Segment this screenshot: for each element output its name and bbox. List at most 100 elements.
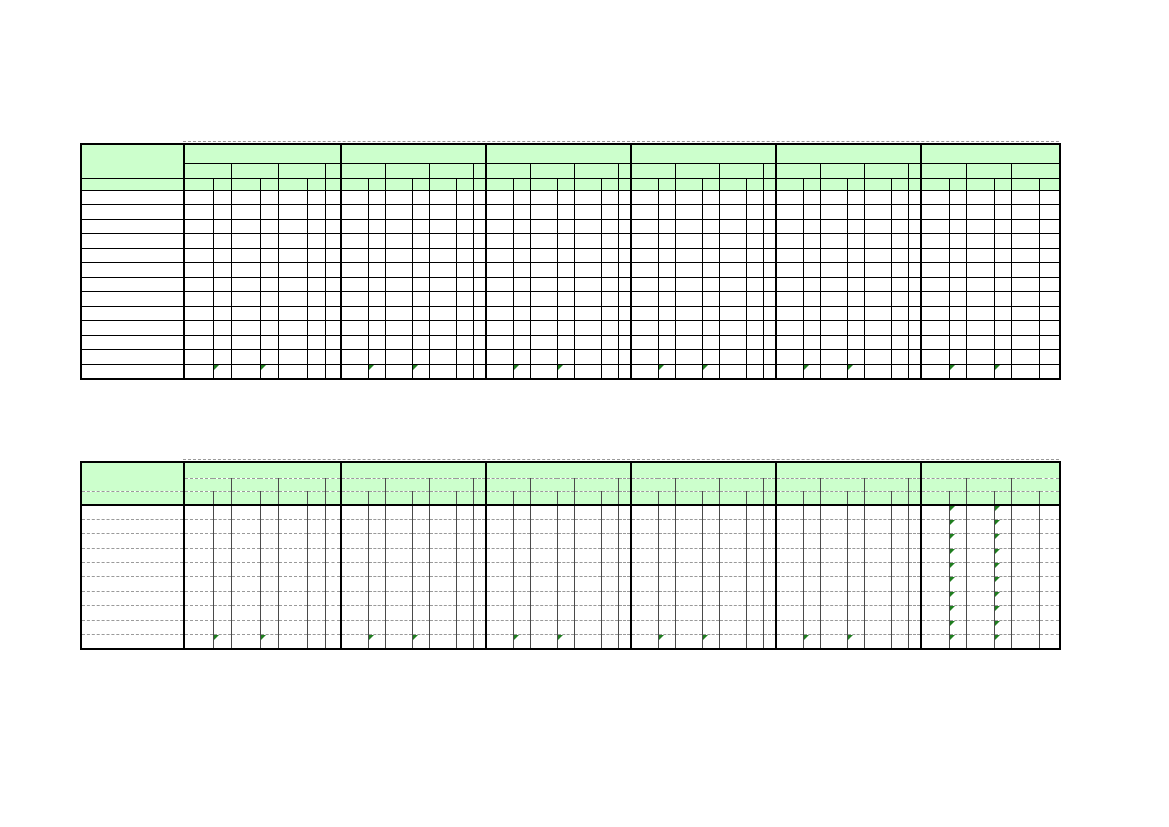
body-cell[interactable] — [556, 276, 575, 292]
body-cell[interactable] — [617, 590, 632, 607]
body-cell[interactable] — [1010, 276, 1040, 292]
body-cell[interactable] — [819, 533, 848, 549]
column-header-cell[interactable] — [965, 177, 995, 191]
body-cell[interactable] — [775, 204, 804, 220]
body-cell[interactable] — [512, 533, 531, 549]
body-cell[interactable] — [745, 334, 764, 350]
body-cell[interactable] — [965, 634, 995, 650]
body-cell[interactable] — [428, 334, 457, 350]
body-cell[interactable] — [529, 233, 558, 249]
body-cell[interactable] — [920, 504, 950, 520]
body-cell[interactable] — [259, 605, 279, 621]
body-cell[interactable] — [324, 334, 342, 350]
body-cell[interactable] — [600, 605, 619, 621]
body-cell[interactable] — [556, 518, 575, 535]
body-cell[interactable] — [762, 233, 777, 249]
body-cell[interactable] — [745, 204, 764, 220]
body-cell[interactable] — [1010, 349, 1040, 365]
column-header-cell[interactable] — [718, 490, 747, 506]
body-cell[interactable] — [993, 334, 1012, 350]
body-cell[interactable] — [863, 189, 892, 205]
body-cell[interactable] — [411, 619, 430, 636]
row-label-cell[interactable] — [80, 233, 185, 249]
body-cell[interactable] — [819, 518, 848, 535]
body-cell[interactable] — [948, 218, 967, 234]
body-cell[interactable] — [306, 291, 326, 307]
body-cell[interactable] — [259, 562, 279, 578]
row-label-cell[interactable] — [80, 363, 185, 379]
body-cell[interactable] — [230, 218, 261, 234]
row-label-cell[interactable] — [80, 291, 185, 307]
body-cell[interactable] — [324, 363, 342, 379]
body-cell[interactable] — [846, 547, 865, 564]
body-cell[interactable] — [556, 204, 575, 220]
body-cell[interactable] — [428, 204, 457, 220]
body-cell[interactable] — [993, 562, 1012, 578]
body-cell[interactable] — [965, 518, 995, 535]
body-cell[interactable] — [965, 262, 995, 278]
column-header-cell[interactable] — [485, 490, 514, 506]
group-total-header-cell[interactable] — [472, 162, 487, 179]
body-cell[interactable] — [340, 204, 369, 220]
column-header-cell[interactable] — [485, 177, 514, 191]
body-cell[interactable] — [212, 518, 232, 535]
body-cell[interactable] — [230, 634, 261, 650]
body-cell[interactable] — [718, 634, 747, 650]
body-cell[interactable] — [472, 590, 487, 607]
subgroup-header-cell[interactable] — [384, 162, 430, 179]
row-label-cell[interactable] — [80, 262, 185, 278]
body-cell[interactable] — [965, 189, 995, 205]
body-cell[interactable] — [674, 204, 703, 220]
body-cell[interactable] — [259, 320, 279, 336]
body-cell[interactable] — [367, 590, 386, 607]
body-cell[interactable] — [428, 262, 457, 278]
body-cell[interactable] — [212, 276, 232, 292]
body-cell[interactable] — [212, 547, 232, 564]
subgroup-header-cell[interactable] — [674, 477, 720, 492]
body-cell[interactable] — [701, 518, 720, 535]
body-cell[interactable] — [718, 518, 747, 535]
body-cell[interactable] — [657, 218, 676, 234]
body-cell[interactable] — [907, 533, 922, 549]
column-header-cell[interactable] — [657, 490, 676, 506]
body-cell[interactable] — [863, 233, 892, 249]
body-cell[interactable] — [617, 533, 632, 549]
body-cell[interactable] — [472, 562, 487, 578]
body-cell[interactable] — [890, 349, 909, 365]
body-cell[interactable] — [846, 619, 865, 636]
body-cell[interactable] — [630, 204, 659, 220]
body-cell[interactable] — [819, 619, 848, 636]
body-cell[interactable] — [512, 576, 531, 592]
body-cell[interactable] — [617, 576, 632, 592]
body-cell[interactable] — [846, 291, 865, 307]
subgroup-header-cell[interactable] — [965, 162, 1012, 179]
body-cell[interactable] — [512, 619, 531, 636]
body-cell[interactable] — [183, 363, 214, 379]
body-cell[interactable] — [674, 619, 703, 636]
body-cell[interactable] — [718, 363, 747, 379]
body-cell[interactable] — [762, 334, 777, 350]
body-cell[interactable] — [306, 247, 326, 263]
body-cell[interactable] — [1038, 349, 1061, 365]
body-cell[interactable] — [701, 363, 720, 379]
body-cell[interactable] — [745, 291, 764, 307]
body-cell[interactable] — [775, 634, 804, 650]
body-cell[interactable] — [1038, 504, 1061, 520]
body-cell[interactable] — [183, 262, 214, 278]
body-cell[interactable] — [600, 218, 619, 234]
body-cell[interactable] — [920, 262, 950, 278]
group-total-header-cell[interactable] — [762, 162, 777, 179]
body-cell[interactable] — [775, 189, 804, 205]
body-cell[interactable] — [212, 634, 232, 650]
column-header-cell[interactable] — [306, 490, 326, 506]
body-cell[interactable] — [762, 320, 777, 336]
body-cell[interactable] — [428, 590, 457, 607]
body-cell[interactable] — [324, 291, 342, 307]
body-cell[interactable] — [384, 218, 413, 234]
body-cell[interactable] — [701, 619, 720, 636]
body-cell[interactable] — [965, 320, 995, 336]
body-cell[interactable] — [920, 518, 950, 535]
body-cell[interactable] — [472, 363, 487, 379]
body-cell[interactable] — [259, 547, 279, 564]
body-cell[interactable] — [674, 233, 703, 249]
